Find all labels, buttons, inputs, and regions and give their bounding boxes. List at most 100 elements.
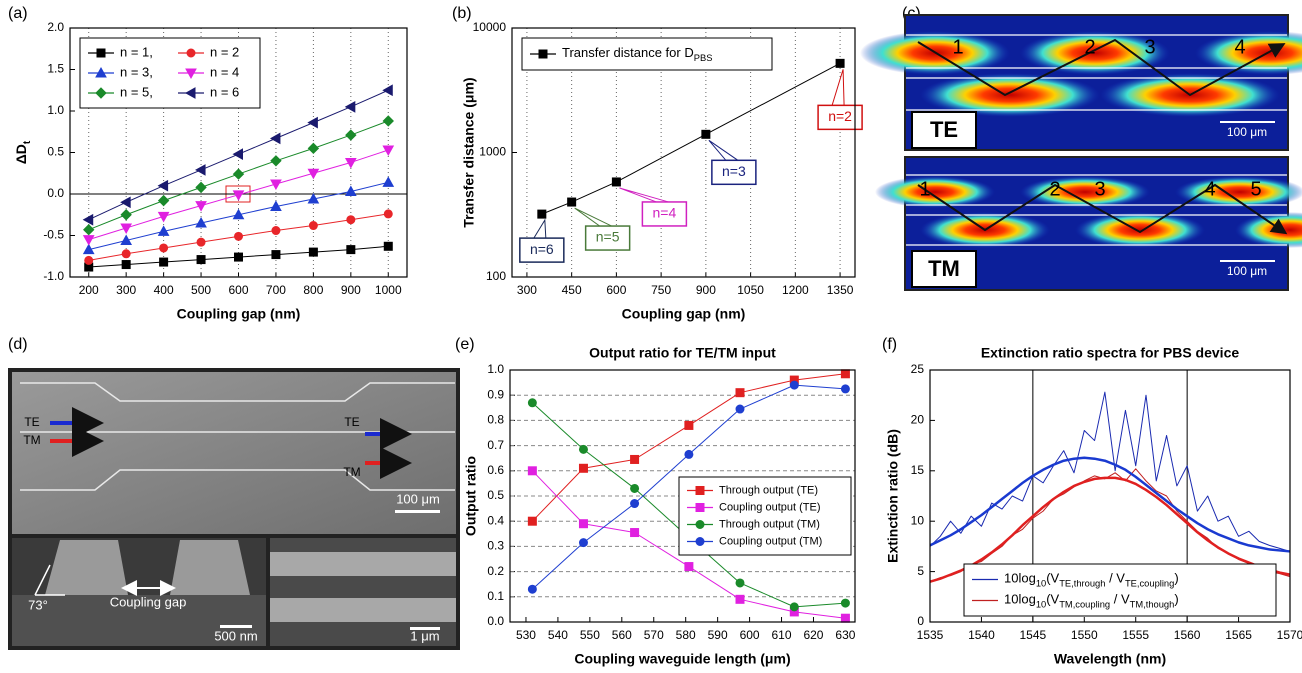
marker [578,519,588,529]
position-number: 2 [1049,178,1060,200]
text-part: ) [1174,592,1178,607]
mode-label: TM [928,256,960,281]
position-number: 4 [1234,36,1245,58]
waveguide-top [270,552,456,576]
marker [234,252,243,262]
panel-label: (f) [882,336,897,353]
text-part: ΔD [13,144,29,164]
marker [735,594,745,604]
y-tick-label: 0.0 [47,186,64,200]
marker [346,215,356,225]
position-number: 2 [1084,36,1095,58]
series-line [929,456,1291,553]
y-tick-label: 0.4 [487,513,504,527]
marker [701,129,711,139]
scale-bar [410,627,440,630]
mode-blob [1175,176,1302,208]
legend-label: Through output (TE) [719,484,818,496]
x-tick-label: 450 [562,283,582,297]
marker [307,168,320,180]
x-tick-label: 560 [612,628,632,642]
marker [196,255,206,265]
marker [157,194,170,207]
angle-mark [34,564,65,596]
marker [121,260,131,270]
marker [527,466,537,476]
marker [735,404,745,414]
legend-marker [695,520,705,529]
y-tick-label: 0.5 [487,488,504,502]
plot-frame [511,27,856,278]
marker [271,226,281,236]
legend-box [963,563,1277,617]
mode-box [911,250,977,288]
marker [120,234,133,245]
y-tick-label: 25 [911,362,925,376]
legend-label: n = 2 [210,44,239,59]
input-label: TE [24,415,39,429]
marker [684,420,694,430]
y-tick-label: 0.3 [487,539,504,553]
callout-label: n=4 [653,205,677,221]
x-tick-label: 500 [191,283,211,297]
x-tick-label: 900 [696,283,716,297]
callout-pointer [619,187,669,203]
marker [159,257,169,267]
panel-label: (b) [452,5,472,22]
callout-box [519,237,565,263]
x-tick-label: 1350 [827,283,854,297]
x-axis-label: Coupling gap (nm) [622,306,746,322]
light-path [917,38,1286,97]
position-number: 5 [1250,178,1261,200]
callout-label: n=2 [828,108,852,124]
y-tick-label: -1.0 [43,269,64,283]
panel-label: (e) [455,336,475,353]
marker [307,142,320,155]
plot-frame [69,27,408,278]
marker [344,185,357,197]
marker [195,201,207,212]
marker [684,562,694,572]
marker [120,209,132,221]
legend-label: n = 3, [120,64,153,79]
legend-marker [695,537,705,546]
text-part: TM,though [1130,600,1175,610]
text-part: TE,coupling [1125,579,1174,589]
marker [120,223,133,235]
marker [578,463,588,473]
legend-marker [695,486,705,495]
y-tick-label: 1.0 [47,103,64,117]
scale-label: 500 nm [214,628,257,643]
text-part: 10log [1004,571,1036,586]
y-tick-label: -0.5 [43,228,64,242]
callout-box [711,159,757,186]
gap-label: Coupling gap [110,594,187,609]
chart-title: Output ratio for TE/TM input [589,345,776,361]
y-tick-label: 0.9 [487,387,504,401]
series-line [929,476,1291,583]
x-tick-label: 1555 [1122,628,1149,642]
marker [383,241,393,251]
x-tick-label: 1200 [782,283,809,297]
series-line [541,62,841,215]
x-tick-label: 750 [651,283,671,297]
legend-marker [186,48,196,58]
legend-label: n = 1, [120,44,153,59]
legend-marker [96,48,106,58]
text-part: (V [1046,592,1059,607]
text-part: / V [1105,571,1125,586]
marker [345,129,357,141]
legend-label: Coupling output (TM) [719,535,822,547]
legend-label: 10log10(VTE,through / VTE,coupling) [1004,571,1179,589]
marker [840,598,850,608]
x-tick-label: 600 [606,283,626,297]
legend-marker [95,87,107,99]
x-tick-label: 600 [740,628,760,642]
marker [82,243,95,255]
marker [344,157,357,169]
marker [195,181,207,194]
y-tick-label: 100 [486,269,506,283]
legend-label: Transfer distance for DPBS [562,45,712,63]
x-tick-label: 900 [341,283,361,297]
marker [82,213,94,226]
